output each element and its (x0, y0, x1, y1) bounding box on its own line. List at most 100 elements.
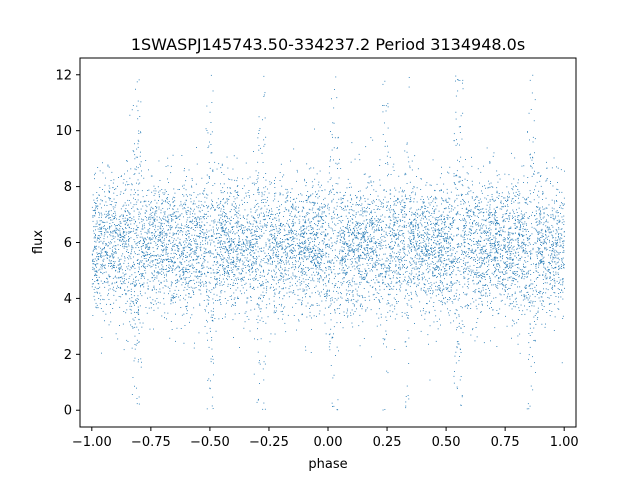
data-point (231, 249, 232, 251)
data-point (538, 262, 539, 264)
data-point (309, 232, 311, 234)
data-point (361, 276, 362, 278)
data-point (370, 241, 371, 243)
data-point (169, 205, 171, 207)
data-point (483, 262, 485, 264)
data-point (347, 246, 348, 247)
data-point (477, 275, 479, 276)
data-point (269, 245, 271, 247)
data-point (389, 247, 391, 249)
data-point (207, 194, 209, 196)
data-point (229, 276, 230, 278)
data-point (134, 168, 136, 170)
data-point (158, 208, 160, 210)
data-point (94, 202, 96, 203)
data-point (111, 263, 112, 264)
data-point (330, 300, 332, 302)
data-point (457, 243, 459, 244)
data-point (449, 285, 451, 286)
data-point (273, 229, 275, 230)
data-point (391, 248, 393, 250)
data-point (536, 251, 538, 253)
data-point (259, 283, 260, 284)
data-point (149, 254, 150, 255)
data-point (477, 208, 479, 210)
data-point (143, 239, 145, 240)
data-point (225, 213, 227, 215)
data-point (220, 246, 222, 248)
data-point (547, 297, 549, 298)
data-point (170, 303, 172, 305)
data-point (151, 302, 153, 304)
data-point (477, 242, 478, 244)
data-point (224, 274, 225, 276)
data-point (277, 258, 279, 259)
data-point (492, 245, 494, 247)
data-point (552, 213, 554, 215)
data-point (314, 255, 316, 257)
data-point (351, 285, 353, 287)
data-point (120, 236, 122, 238)
data-point (479, 291, 481, 293)
data-point (364, 299, 366, 301)
data-point (95, 207, 96, 209)
data-point (447, 255, 448, 257)
data-point (198, 271, 200, 272)
data-point (227, 272, 229, 273)
data-point (333, 217, 335, 219)
data-point (288, 274, 289, 276)
data-point (108, 214, 110, 216)
data-point (203, 213, 205, 215)
data-point (138, 266, 140, 268)
data-point (521, 273, 523, 274)
data-point (517, 194, 518, 195)
data-point (242, 271, 244, 272)
data-point (240, 278, 242, 280)
data-point (163, 249, 165, 251)
data-point (228, 265, 229, 266)
data-point (544, 326, 546, 328)
data-point (397, 277, 398, 279)
data-point (316, 303, 318, 304)
data-point (370, 219, 371, 221)
data-point (259, 248, 260, 250)
data-point (261, 230, 262, 232)
data-point (467, 192, 468, 194)
data-point (332, 244, 334, 246)
data-point (232, 269, 234, 271)
data-point (168, 243, 169, 245)
data-point (104, 232, 105, 233)
data-point (307, 191, 309, 192)
data-point (318, 268, 320, 270)
data-point (415, 292, 417, 294)
data-point (399, 284, 401, 286)
data-point (153, 216, 155, 218)
data-point (432, 208, 433, 210)
data-point (535, 270, 537, 272)
data-point (133, 319, 135, 321)
data-point (128, 233, 130, 234)
data-point (385, 163, 387, 164)
data-point (507, 279, 509, 281)
data-point (195, 240, 197, 242)
data-point (268, 192, 270, 194)
data-point (227, 265, 229, 266)
data-point (209, 111, 211, 113)
data-point (400, 256, 402, 258)
data-point (204, 252, 206, 254)
data-point (430, 297, 432, 299)
data-point (535, 289, 537, 291)
data-point (430, 239, 432, 240)
data-point (384, 253, 386, 255)
data-point (401, 260, 403, 262)
data-point (217, 300, 219, 301)
data-point (249, 251, 251, 253)
data-point (172, 246, 174, 247)
data-point (518, 267, 520, 269)
data-point (406, 151, 408, 153)
data-point (498, 193, 500, 194)
data-point (504, 271, 506, 273)
data-point (430, 224, 431, 225)
data-point (215, 300, 217, 301)
data-point (463, 257, 465, 259)
